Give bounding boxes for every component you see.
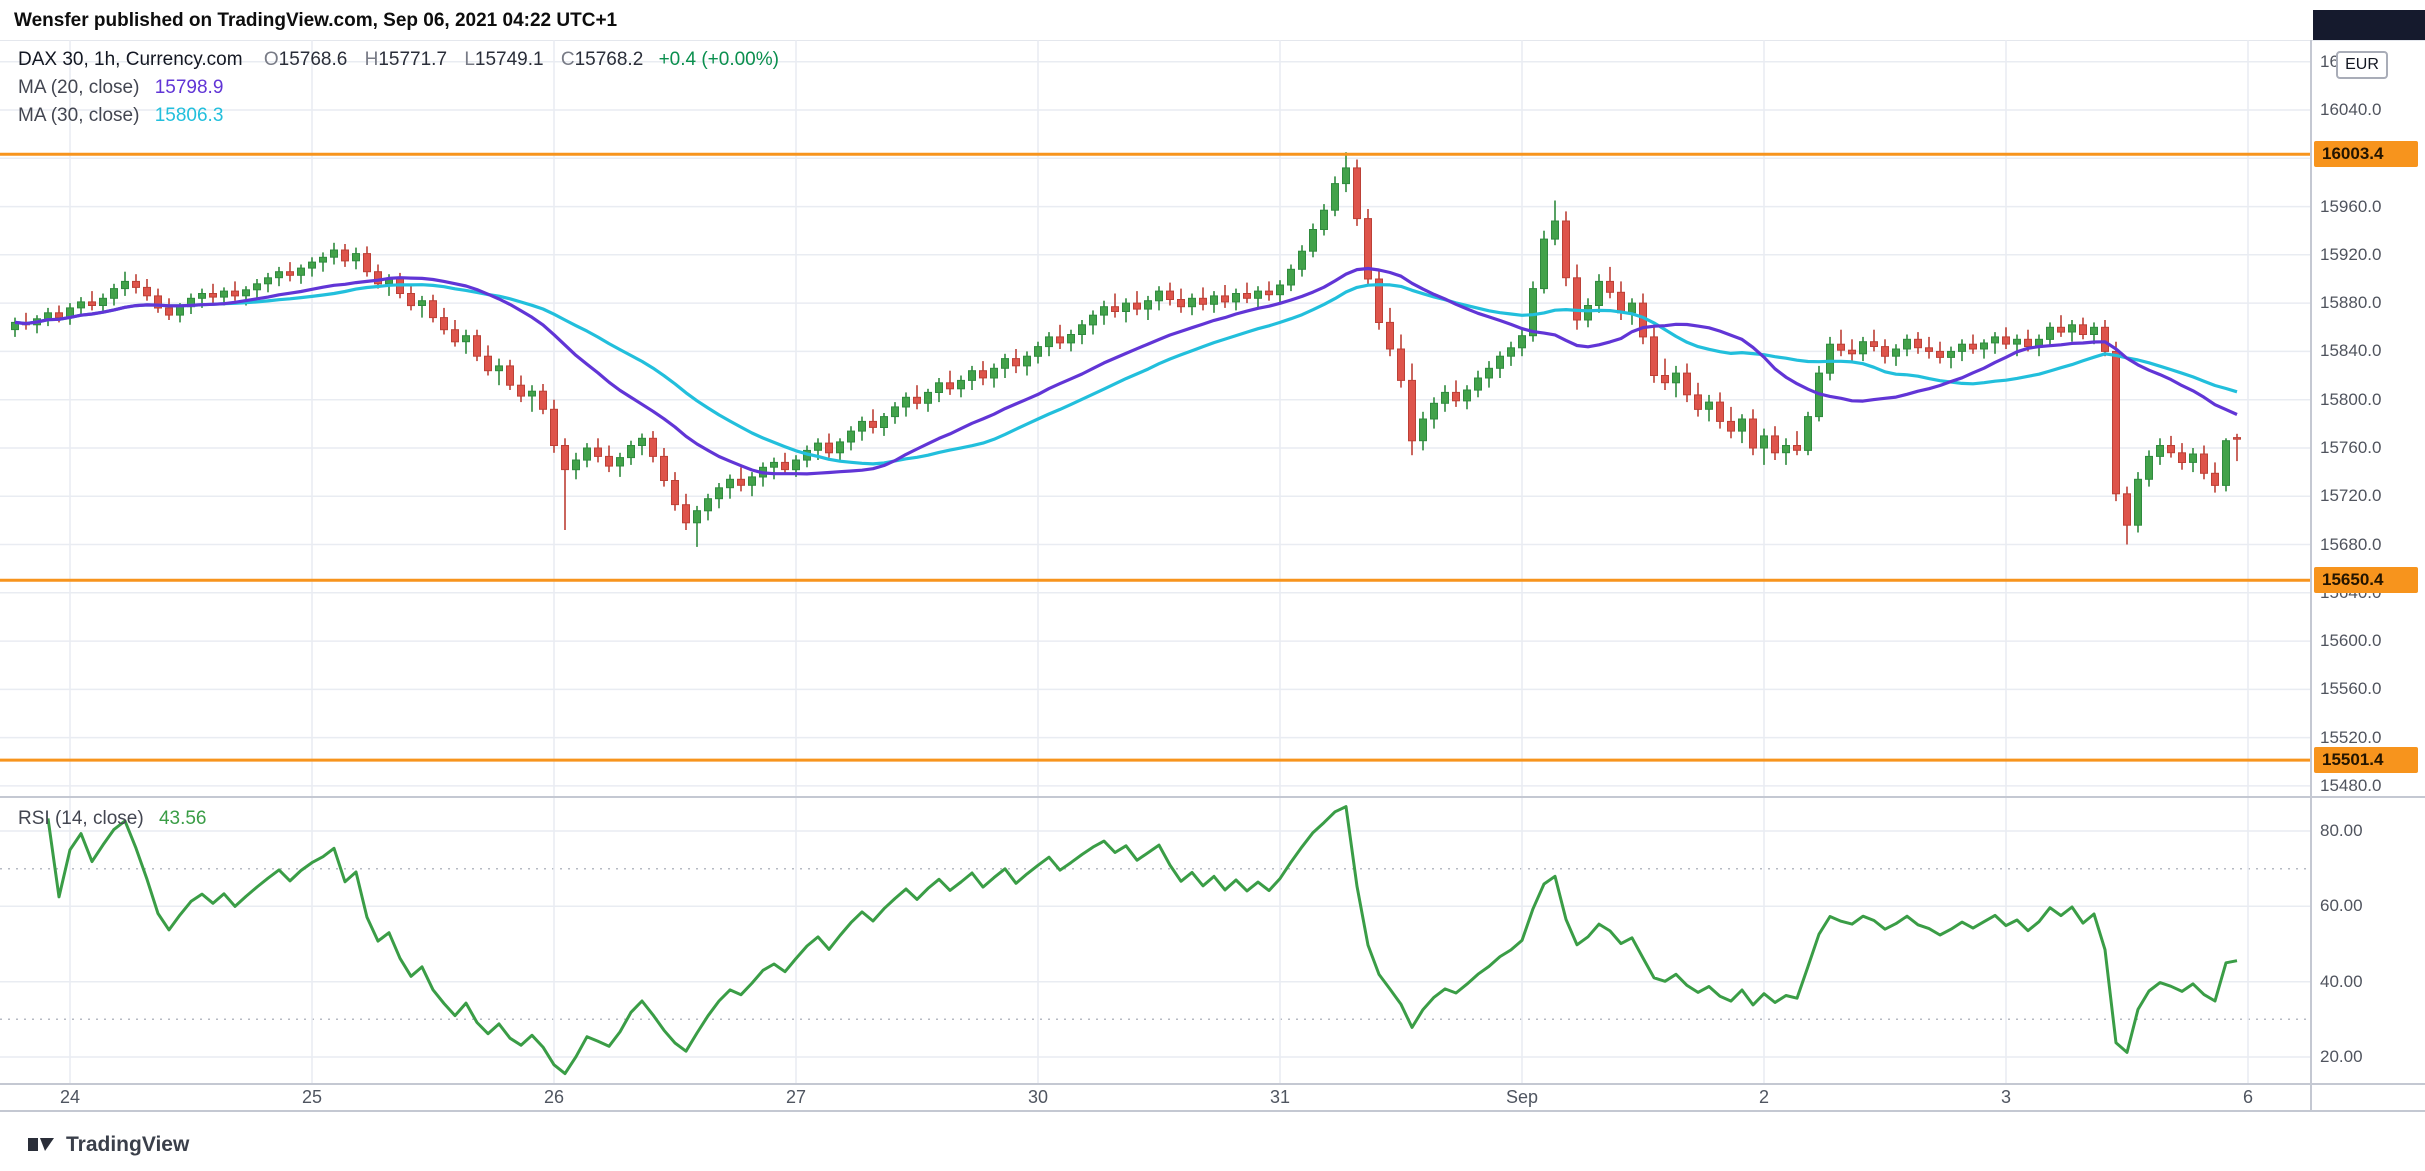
- rsi-bottom-divider: [0, 1083, 2425, 1085]
- price-axis-label: 15720.0: [2320, 486, 2382, 506]
- rsi-value: 43.56: [158, 808, 207, 829]
- publish-caption: Wensfer published on TradingView.com, Se…: [14, 10, 618, 31]
- rsi-axis-label: 80.00: [2320, 821, 2363, 840]
- candle-wicks: [14, 152, 2238, 547]
- price-axis-label: 15480.0: [2320, 775, 2382, 795]
- brand-text: TradingView: [66, 1133, 190, 1156]
- tradingview-logo-icon: [28, 1138, 54, 1151]
- low-label: L: [464, 49, 475, 70]
- dark-corner-overlay: [2313, 10, 2425, 40]
- time-axis-label: 27: [785, 1087, 807, 1107]
- price-axis-label: 15840.0: [2320, 341, 2382, 361]
- price-axis-label: 15960.0: [2320, 196, 2382, 216]
- symbol-title: DAX 30, 1h, Currency.com: [18, 49, 243, 70]
- time-axis-label: 24: [59, 1087, 81, 1107]
- high-label: H: [364, 49, 379, 70]
- rsi-legend: RSI (14, close) 43.56: [18, 808, 206, 830]
- rsi-pane[interactable]: [0, 797, 2310, 1083]
- rsi-axis-label: 60.00: [2320, 896, 2363, 916]
- ma20-legend-row: MA (20, close) 15798.9: [18, 74, 779, 102]
- time-axis-label: 2: [1758, 1087, 1769, 1107]
- header-divider: [0, 40, 2425, 41]
- price-pane[interactable]: [0, 40, 2310, 797]
- price-legend: DAX 30, 1h, Currency.com O15768.6 H15771…: [18, 46, 779, 130]
- ma20-value: 15798.9: [154, 77, 224, 98]
- close-value: 15768.2: [574, 49, 644, 70]
- price-axis-label: 15880.0: [2320, 293, 2382, 313]
- price-axis-label: 15920.0: [2320, 244, 2382, 264]
- high-value: 15771.7: [378, 49, 448, 70]
- symbol-legend-row: DAX 30, 1h, Currency.com O15768.6 H15771…: [18, 46, 779, 74]
- time-axis-label: 3: [2000, 1087, 2011, 1107]
- price-axis-label: 15680.0: [2320, 534, 2382, 554]
- candle-bodies: [11, 167, 2241, 526]
- ma30-label: MA (30, close): [18, 105, 140, 126]
- price-axis-label: 15800.0: [2320, 389, 2382, 409]
- rsi-label: RSI (14, close): [18, 808, 144, 829]
- price-grid: [0, 40, 2310, 797]
- time-axis-label: 26: [543, 1087, 565, 1107]
- price-axis-label: 15560.0: [2320, 679, 2382, 699]
- rsi-axis-label: 20.00: [2320, 1047, 2363, 1066]
- price-axis-label: 15760.0: [2320, 438, 2382, 457]
- price-level-label: 16003.4: [2314, 141, 2418, 168]
- time-axis-label: 30: [1027, 1087, 1049, 1107]
- time-axis[interactable]: 24 25 26 27 30 31 Sep 2 3 6: [0, 1084, 2310, 1110]
- price-axis-label: 15520.0: [2320, 727, 2382, 747]
- price-axis[interactable]: 16080.016040.016000.015960.015920.015880…: [2312, 40, 2425, 1083]
- time-axis-label: 6: [2242, 1087, 2253, 1107]
- close-label: C: [560, 49, 575, 70]
- level-lines: [0, 152, 2310, 762]
- change-value: +0.4 (+0.00%): [658, 49, 779, 70]
- low-value: 15749.1: [474, 49, 544, 70]
- axis-divider: [2310, 40, 2312, 1111]
- tradingview-link[interactable]: TradingView: [26, 1130, 189, 1160]
- open-label: O: [263, 49, 279, 70]
- rsi-grid: [0, 797, 2310, 1083]
- ma30-value: 15806.3: [154, 105, 224, 126]
- ma20-label: MA (20, close): [18, 77, 140, 98]
- ma30-legend-row: MA (30, close) 15806.3: [18, 102, 779, 130]
- rsi-line: [46, 805, 2238, 1076]
- time-axis-label: Sep: [1505, 1087, 1539, 1107]
- ma30-line: [14, 283, 2238, 466]
- ma20-line: [14, 266, 2238, 476]
- time-axis-label: 25: [301, 1087, 323, 1107]
- pane-divider: [0, 796, 2425, 798]
- time-axis-label: 31: [1269, 1087, 1291, 1107]
- currency-button[interactable]: EUR: [2336, 51, 2388, 79]
- time-axis-divider: [0, 1110, 2425, 1112]
- open-value: 15768.6: [278, 49, 348, 70]
- price-level-label: 15501.4: [2314, 747, 2418, 774]
- price-axis-label: 15600.0: [2320, 631, 2382, 651]
- price-axis-label: 16040.0: [2320, 100, 2382, 119]
- price-level-label: 15650.4: [2314, 567, 2418, 594]
- rsi-axis-label: 40.00: [2320, 971, 2363, 991]
